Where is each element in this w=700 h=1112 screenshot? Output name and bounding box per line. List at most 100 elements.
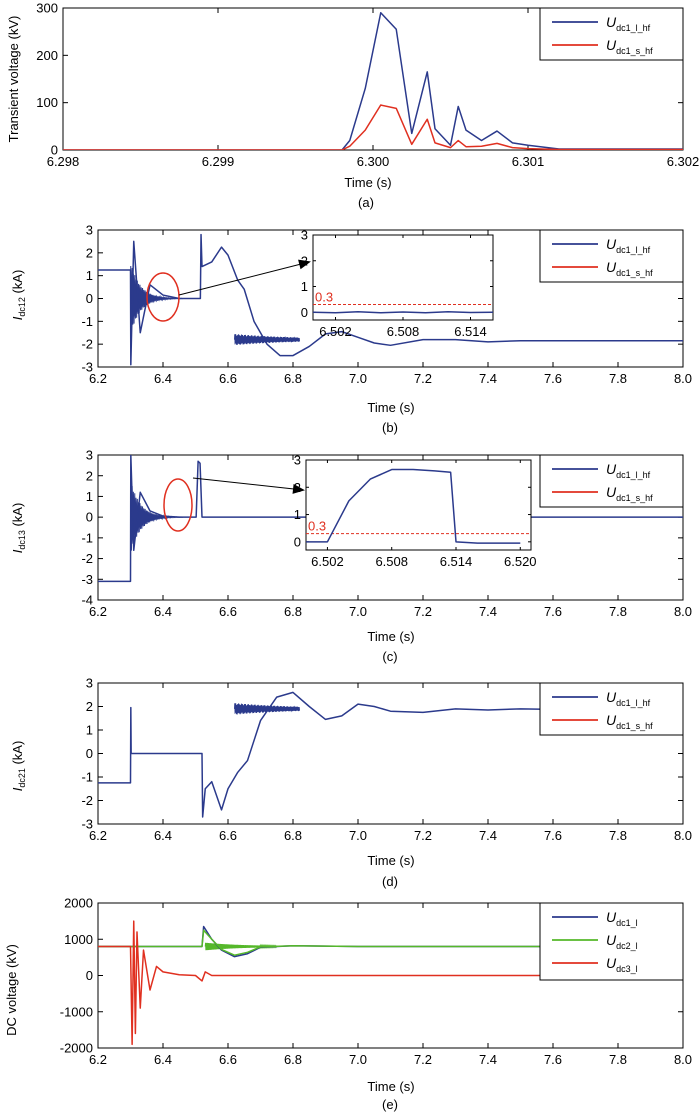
panel-a-legend-main-0: U: [606, 14, 617, 30]
panel-c-inset-ytick-label: 1: [294, 507, 301, 522]
panel-e-legend-box: [539, 902, 684, 981]
panel-b-zoom-arrowhead: [298, 259, 311, 270]
panel-a-series-0: [63, 11, 683, 150]
panel-b-caption: (b): [382, 420, 398, 435]
panel-b-xtick-label: 7.8: [609, 371, 627, 386]
panel-d-xtick-label: 6.2: [89, 828, 107, 843]
panel-e-series-2: [98, 920, 683, 1046]
panel-c-legend-box: [539, 454, 684, 508]
panel-c-ytick-label: -1: [81, 530, 93, 545]
panel-c-inset-xtick-label: 6.520: [504, 554, 537, 569]
panel-e-xtick-label: 6.2: [89, 1052, 107, 1067]
panel-d-legend-box: [539, 682, 684, 736]
panel-b-ytick-label: 3: [86, 223, 93, 238]
panel-d-ylabel-unit: (kA): [10, 741, 25, 768]
panel-e-xtick-label: 6.6: [219, 1052, 237, 1067]
panel-c-inset-ytick-label: 2: [294, 480, 301, 495]
panel-e-ylabel: DC voltage (kV): [4, 944, 19, 1036]
panel-c-inset-ytick-label: 3: [294, 453, 301, 468]
panel-e-series-1: [98, 929, 683, 956]
panel-a-legend-sub-0: dc1_l_hf: [616, 23, 651, 33]
panel-b-ytick-label: -2: [81, 337, 93, 352]
panel-e-legend-sub-0: dc1_l: [616, 918, 638, 928]
panel-e-legend-sub-1: dc2_l: [616, 941, 638, 951]
panel-c-legend-label-0: Udc1_l_hf: [606, 461, 651, 480]
panel-c-zoom-line: [192, 477, 304, 491]
panel-d-ytick-label: 2: [86, 699, 93, 714]
panel-d-xtick-label: 6.6: [219, 828, 237, 843]
panel-d-noise: [234, 703, 300, 715]
panel-c-inset: 6.502 6.508 6.514 6.520 0 1 2 3 0.3: [294, 453, 537, 569]
panel-e-legend-main-1: U: [606, 932, 617, 948]
panel-b-xtick-label: 6.2: [89, 371, 107, 386]
panel-e-caption: (e): [382, 1097, 398, 1112]
panel-b-inset-xtick-label: 6.514: [454, 324, 487, 339]
panel-a-ytick-label: 100: [36, 95, 58, 110]
panel-c-inset-xtick-label: 6.514: [440, 554, 473, 569]
panel-b-zoom-ellipse: [146, 272, 180, 322]
panel-c-plot-area: 6.2 6.4 6.6 6.8 7.0 7.2 7.4 7.6 7.8 8.0 -4 -3 -2 -1 0 1…: [81, 448, 692, 619]
panel-c-inset-frame: [305, 459, 532, 551]
panel-c-inset-xtick-label: 6.502: [311, 554, 344, 569]
panel-d-ytick-label: -2: [81, 793, 93, 808]
panel-b-ylabel-sub: dc12: [17, 297, 27, 317]
panel-d-ylabel-sub: dc21: [17, 768, 27, 788]
panel-d-legend-main-0: U: [606, 689, 617, 705]
panel-d-ytick-label: -3: [81, 817, 93, 832]
panel-c-ytick-label: 0: [86, 510, 93, 525]
panel-b-ylabel-main: I: [10, 316, 25, 320]
panel-d-xtick-label: 7.4: [479, 828, 497, 843]
panel-e-ytick-label: -2000: [60, 1041, 93, 1056]
panel-e-legend-label-2: Udc3_l: [606, 955, 638, 974]
panel-d-xtick-label: 8.0: [674, 828, 692, 843]
panel-b-legend-sub-0: dc1_l_hf: [616, 245, 651, 255]
panel-c-xtick-label: 7.6: [544, 604, 562, 619]
panel-b-inset-ytick-label: 2: [301, 253, 308, 268]
panel-b: Idc12 (kA) 6.2 6.4 6.6 6.8 7.0 7.2 7.4 7.6 7.8 8.…: [10, 223, 692, 435]
panel-c-xtick-label: 8.0: [674, 604, 692, 619]
panel-b-inset-ytick-label: 1: [301, 279, 308, 294]
panel-b-inset: 6.502 6.508 6.514 0 1 2 3 0.3: [301, 228, 494, 339]
panel-b-ylabel: Idc12 (kA): [10, 270, 27, 321]
panel-a-caption: (a): [358, 195, 374, 210]
panel-c-legend-main-1: U: [606, 484, 617, 500]
panel-c-xtick-label: 7.4: [479, 604, 497, 619]
panel-c-ytick-label: -4: [81, 593, 93, 608]
panel-e-xtick-label: 7.4: [479, 1052, 497, 1067]
panel-c-ytick-label: -2: [81, 551, 93, 566]
panel-e-legend-main-2: U: [606, 955, 617, 971]
panel-e-xtick-label: 7.0: [349, 1052, 367, 1067]
panel-d-ytick-label: 1: [86, 723, 93, 738]
panel-b-series-0: [98, 233, 683, 366]
panel-d-legend-sub-1: dc1_s_hf: [616, 721, 653, 731]
panel-b-legend-main-1: U: [606, 259, 617, 275]
panel-d-legend-main-1: U: [606, 712, 617, 728]
panel-a-ytick-label: 0: [51, 143, 58, 158]
panel-b-noise: [234, 334, 300, 346]
panel-a-xlabel: Time (s): [344, 175, 391, 190]
panel-c-ytick-label: 2: [86, 468, 93, 483]
panel-e-xlabel: Time (s): [367, 1079, 414, 1094]
panel-a-legend-main-1: U: [606, 37, 617, 53]
panel-a-legend-sub-1: dc1_s_hf: [616, 46, 653, 56]
panel-b-ylabel-unit: (kA): [10, 270, 25, 297]
panel-c-ytick-label: -3: [81, 572, 93, 587]
panel-b-inset-ytick-label: 0: [301, 305, 308, 320]
panel-e-legend-sub-2: dc3_l: [616, 964, 638, 974]
panel-c-ytick-label: 1: [86, 489, 93, 504]
panel-c-legend-sub-0: dc1_l_hf: [616, 470, 651, 480]
panel-e-legend-main-0: U: [606, 909, 617, 925]
panel-e-legend-label-0: Udc1_l: [606, 909, 638, 928]
panel-d-xtick-label: 7.2: [414, 828, 432, 843]
panel-c-xtick-label: 7.2: [414, 604, 432, 619]
panel-e-plot-area: 6.2 6.4 6.6 6.8 7.0 7.2 7.4 7.6 7.8 8.0 -2000 -1000…: [60, 896, 692, 1067]
panel-c-legend-sub-1: dc1_s_hf: [616, 493, 653, 503]
panel-b-legend-sub-1: dc1_s_hf: [616, 268, 653, 278]
panel-c-xtick-label: 7.0: [349, 604, 367, 619]
panel-b-legend-box: [539, 229, 684, 283]
panel-a-plot-area: 6.298 6.299 6.300 6.301 6.302 0 100 200 300 Udc1_…: [36, 1, 699, 169]
panel-d-legend-label-0: Udc1_l_hf: [606, 689, 651, 708]
panel-b-inset-threshold-label: 0.3: [315, 290, 333, 305]
panel-c-ylabel-sub: dc13: [17, 530, 27, 550]
panel-c-ylabel-main: I: [10, 549, 25, 553]
